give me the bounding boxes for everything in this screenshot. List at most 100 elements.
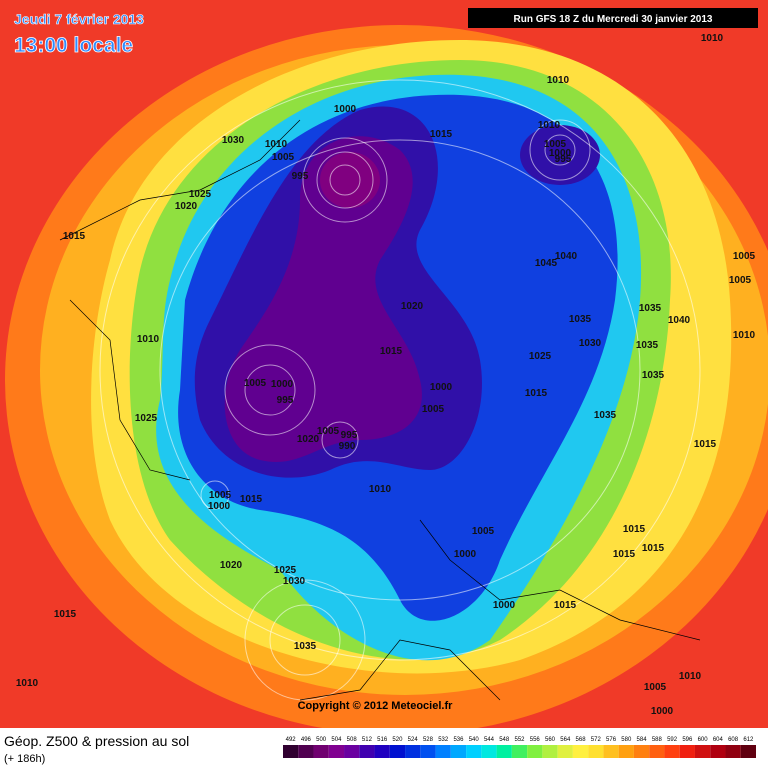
run-info: Run GFS 18 Z du Mercredi 30 janvier 2013 bbox=[514, 14, 713, 25]
scale-label: 576 bbox=[606, 737, 617, 743]
scale-swatch bbox=[679, 745, 695, 758]
pressure-label: 1000 bbox=[208, 501, 231, 512]
scale-swatch bbox=[725, 745, 741, 758]
pressure-label: 1035 bbox=[639, 303, 662, 314]
scale-swatch bbox=[710, 745, 726, 758]
scale-label: 600 bbox=[698, 737, 709, 743]
scale-swatch bbox=[618, 745, 634, 758]
scale-swatch bbox=[435, 745, 451, 758]
isobars bbox=[99, 79, 701, 701]
scale-swatch bbox=[359, 745, 375, 758]
scale-label: 516 bbox=[377, 737, 388, 743]
scale-label: 524 bbox=[408, 737, 419, 743]
pressure-label: 1030 bbox=[283, 576, 306, 587]
pressure-label: 1000 bbox=[651, 706, 674, 717]
scale-swatch bbox=[511, 745, 528, 758]
pressure-label: 995 bbox=[341, 430, 358, 441]
pressure-label: 1015 bbox=[430, 129, 453, 140]
pressure-label: 1015 bbox=[54, 609, 77, 620]
scale-label: 496 bbox=[301, 737, 312, 743]
scale-swatch bbox=[496, 745, 512, 758]
pressure-label: 1010 bbox=[265, 139, 288, 150]
pressure-label: 1010 bbox=[733, 330, 756, 341]
pressure-label: 1005 bbox=[317, 426, 340, 437]
scale-swatch bbox=[420, 745, 436, 758]
scale-label: 520 bbox=[392, 737, 403, 743]
scale-swatch bbox=[557, 745, 573, 758]
scale-swatch bbox=[298, 745, 314, 758]
pressure-label: 1000 bbox=[454, 549, 477, 560]
scale-swatch bbox=[344, 745, 360, 758]
scale-label: 560 bbox=[545, 737, 556, 743]
scale-swatch bbox=[588, 745, 604, 758]
pressure-label: 1005 bbox=[472, 526, 495, 537]
scale-swatch bbox=[374, 745, 390, 758]
scale-swatch bbox=[405, 745, 421, 758]
scale-label: 532 bbox=[438, 737, 449, 743]
pressure-label: 1025 bbox=[135, 413, 158, 424]
scale-swatch bbox=[649, 745, 665, 758]
pressure-label: 1020 bbox=[401, 301, 424, 312]
pressure-label: 1020 bbox=[220, 560, 243, 571]
field bbox=[224, 136, 422, 463]
color-scale: 492 496 500 504 508 512 516 520 524 528 532 536 540 5… bbox=[283, 737, 756, 758]
scale-label: 552 bbox=[514, 737, 525, 743]
scale-swatch bbox=[527, 745, 543, 758]
pressure-label: 1015 bbox=[240, 494, 263, 505]
pressure-label: 995 bbox=[292, 171, 309, 182]
pressure-label: 1010 bbox=[137, 334, 160, 345]
pressure-label: 1040 bbox=[555, 251, 578, 262]
scale-label: 500 bbox=[316, 737, 327, 743]
legend-title: Géop. Z500 & pression au sol bbox=[4, 733, 189, 749]
pressure-label: 1010 bbox=[547, 75, 570, 86]
pressure-label: 1020 bbox=[297, 434, 320, 445]
scale-swatch bbox=[481, 745, 497, 758]
pressure-label: 1000 bbox=[271, 379, 294, 390]
pressure-label: 1030 bbox=[222, 135, 245, 146]
scale-swatch bbox=[450, 745, 467, 758]
local-time: 13:00 locale bbox=[14, 34, 133, 57]
pressure-label: 1025 bbox=[274, 565, 297, 576]
pressure-label: 1020 bbox=[175, 201, 198, 212]
scale-label: 528 bbox=[423, 737, 434, 743]
pressure-label: 1015 bbox=[613, 549, 636, 560]
scale-swatch bbox=[572, 745, 589, 758]
scale-swatch bbox=[389, 745, 406, 758]
copyright: Copyright © 2012 Meteociel.fr bbox=[298, 700, 454, 712]
pressure-label: 1030 bbox=[579, 338, 602, 349]
pressure-label: 1010 bbox=[701, 33, 724, 44]
scale-label: 588 bbox=[652, 737, 663, 743]
scale-swatch bbox=[283, 745, 299, 758]
pressure-label: 1035 bbox=[569, 314, 592, 325]
scale-label: 512 bbox=[362, 737, 373, 743]
pressure-label: 1005 bbox=[729, 275, 752, 286]
pressure-label: 1005 bbox=[209, 490, 232, 501]
pressure-label: 1010 bbox=[679, 671, 702, 682]
pressure-label: 1015 bbox=[525, 388, 548, 399]
scale-label: 540 bbox=[469, 737, 480, 743]
scale-swatch bbox=[633, 745, 650, 758]
scale-swatch bbox=[466, 745, 482, 758]
scale-swatch bbox=[328, 745, 345, 758]
pressure-label: 1015 bbox=[554, 600, 577, 611]
pressure-label: 1025 bbox=[529, 351, 552, 362]
scale-label: 568 bbox=[576, 737, 587, 743]
pressure-label: 1000 bbox=[430, 382, 453, 393]
pressure-label: 1040 bbox=[668, 315, 691, 326]
pressure-label: 1005 bbox=[244, 378, 267, 389]
scale-swatch bbox=[740, 745, 756, 758]
pressure-label: 1035 bbox=[636, 340, 659, 351]
pressure-label: 1025 bbox=[189, 189, 212, 200]
scale-label: 608 bbox=[728, 737, 739, 743]
scale-label: 596 bbox=[682, 737, 693, 743]
pressure-label: 1015 bbox=[694, 439, 717, 450]
scale-label: 544 bbox=[484, 737, 495, 743]
scale-label: 612 bbox=[743, 737, 754, 743]
field bbox=[320, 152, 380, 208]
pressure-label: 995 bbox=[277, 395, 294, 406]
pressure-label: 1035 bbox=[594, 410, 617, 421]
scale-label: 548 bbox=[499, 737, 510, 743]
scale-label: 592 bbox=[667, 737, 678, 743]
scale-label: 580 bbox=[621, 737, 632, 743]
